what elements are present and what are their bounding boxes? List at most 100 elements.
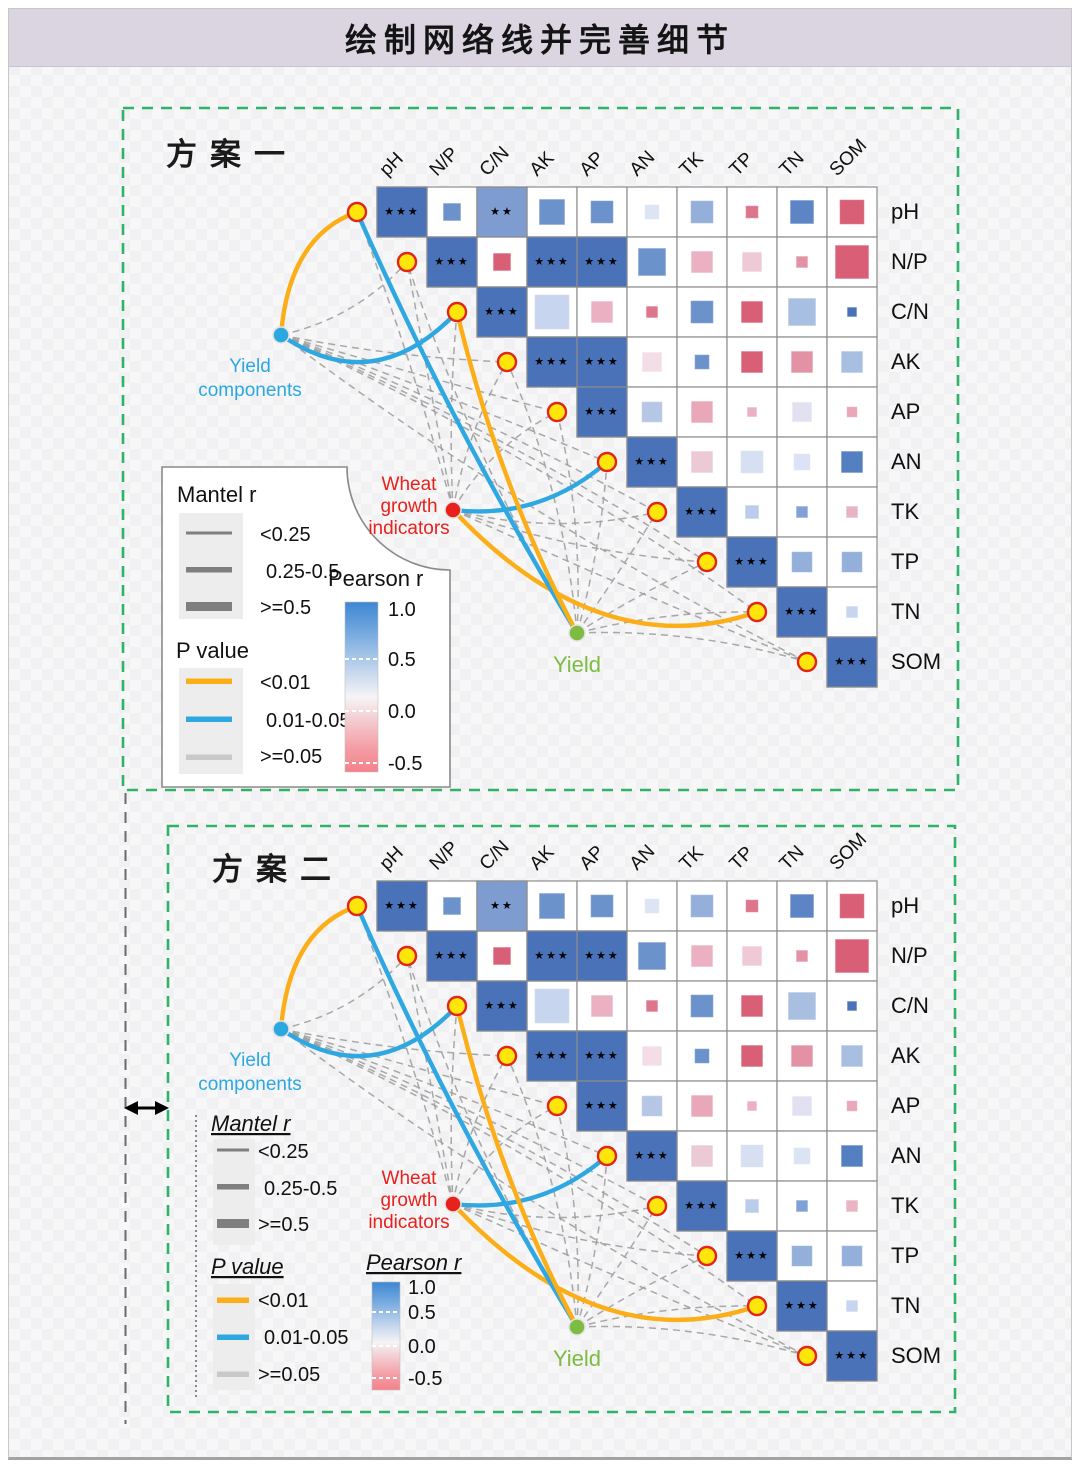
mantel-edge-nonsignificant: [576, 611, 758, 634]
row-label: C/N: [891, 993, 929, 1018]
row-label: TN: [891, 1293, 920, 1318]
mantel-edge-nonsignificant: [576, 461, 608, 634]
mantel-item-1: <0.25: [260, 524, 311, 546]
matrix-cell-significant: [476, 186, 528, 238]
column-header: AN: [626, 147, 660, 181]
pearson-tick-4-2: -0.5: [408, 1368, 442, 1390]
row-label: pH: [891, 199, 919, 224]
variable-dot: [646, 1195, 668, 1217]
mantel-item-1-2: <0.25: [258, 1141, 309, 1163]
matrix-cell-significant: [426, 930, 478, 982]
mantel-edge-nonsignificant: [452, 1105, 558, 1205]
node-label-wgi: growth: [380, 1190, 437, 1211]
matrix-cell-significant: [826, 636, 878, 688]
column-header: AP: [576, 148, 609, 181]
correlation-square: [640, 400, 664, 424]
mantel-line-thin-2: [217, 1148, 249, 1152]
node-label-yc: components: [198, 1074, 302, 1095]
mantel-edge-significant: [354, 903, 580, 1330]
correlation-square: [744, 1198, 760, 1214]
pearson-tick-2-2: 0.5: [408, 1302, 436, 1324]
row-label: TP: [891, 1243, 919, 1268]
pearson-tick-1: 1.0: [388, 599, 416, 621]
mantel-edge-nonsignificant: [452, 1055, 508, 1205]
correlation-square: [790, 550, 814, 574]
correlation-square: [693, 1047, 711, 1065]
row-label: AP: [891, 399, 920, 424]
correlation-square: [789, 199, 815, 225]
node-label-yc: Yield: [229, 356, 271, 377]
mantel-edge-significant: [450, 1201, 760, 1323]
correlation-square: [589, 199, 615, 225]
row-label: AK: [891, 1043, 921, 1068]
significance-stars: ★★★: [734, 1250, 770, 1262]
row-label: C/N: [891, 299, 929, 324]
pvalue-item-3-2: >=0.05: [258, 1364, 320, 1386]
mantel-edge-nonsignificant: [576, 1205, 658, 1328]
correlation-square: [840, 550, 864, 574]
node-label-yld: Yield: [553, 1346, 601, 1371]
column-header: TN: [776, 842, 809, 875]
matrix-cell-significant: [826, 1330, 878, 1382]
mantel-swatch-backdrop-2: [213, 1139, 255, 1245]
mantel-swatch-backdrop: [179, 513, 243, 619]
correlation-square: [740, 1044, 764, 1068]
correlation-square: [492, 946, 512, 966]
node-label-wgi: indicators: [368, 1212, 449, 1233]
node-wgi: [444, 1195, 462, 1213]
pvalue-item-3: >=0.05: [260, 746, 322, 768]
significance-stars: ★★★: [784, 606, 820, 618]
matrix-cell-significant: [526, 930, 578, 982]
offset-arrow-left-head: [124, 1101, 138, 1115]
correlation-square: [643, 897, 661, 915]
pvalue-item-2-2: 0.01-0.05: [264, 1327, 349, 1349]
node-yc: [272, 326, 290, 344]
matrix-cell-significant: [576, 1080, 628, 1132]
row-label: TN: [891, 599, 920, 624]
panel-1-label: 方案一: [166, 137, 298, 172]
mantel-edge-nonsignificant: [506, 361, 578, 634]
correlation-square: [689, 299, 715, 325]
mantel-edge-significant: [354, 209, 580, 636]
matrix-cell-significant: [676, 486, 728, 538]
column-header: pH: [376, 149, 408, 181]
matrix-cell-significant: [476, 880, 528, 932]
variable-dot: [696, 551, 718, 573]
row-label: pH: [891, 893, 919, 918]
row-label: AN: [891, 1143, 922, 1168]
mantel-edge-nonsignificant: [406, 955, 454, 1205]
mantel-edge-nonsignificant: [452, 411, 558, 511]
correlation-square: [791, 1095, 813, 1117]
significance-stars: ★★★: [534, 356, 570, 368]
correlation-square: [693, 353, 711, 371]
matrix-cell-significant: [526, 336, 578, 388]
mantel-edge-nonsignificant: [280, 334, 658, 513]
variable-dot: [596, 451, 618, 473]
mantel-edge-nonsignificant: [356, 211, 454, 511]
matrix-cell-significant: [776, 586, 828, 638]
mantel-line-thick-2: [217, 1219, 249, 1228]
matrix-cell-significant: [526, 1030, 578, 1082]
node-label-wgi: Wheat: [382, 474, 438, 495]
mantel-line-thick: [186, 602, 232, 611]
pearson-tick-1-2: 1.0: [408, 1277, 436, 1299]
correlation-square: [645, 999, 659, 1013]
correlation-square: [845, 405, 859, 419]
pvalue-line-ge005: [186, 754, 232, 760]
correlation-square: [589, 893, 615, 919]
correlation-square: [740, 994, 764, 1018]
variable-dot: [646, 501, 668, 523]
significance-stars: ★★★: [584, 256, 620, 268]
correlation-square: [838, 892, 866, 920]
correlation-square: [744, 204, 760, 220]
matrix-cell-significant: [576, 930, 628, 982]
mantel-edge-nonsignificant: [576, 1155, 608, 1328]
correlation-square: [739, 449, 765, 475]
correlation-square: [741, 251, 763, 273]
correlation-square: [690, 944, 714, 968]
correlation-square: [689, 199, 715, 225]
significance-stars: ★★★: [734, 556, 770, 568]
variable-dot: [546, 1095, 568, 1117]
correlation-square: [640, 1094, 664, 1118]
